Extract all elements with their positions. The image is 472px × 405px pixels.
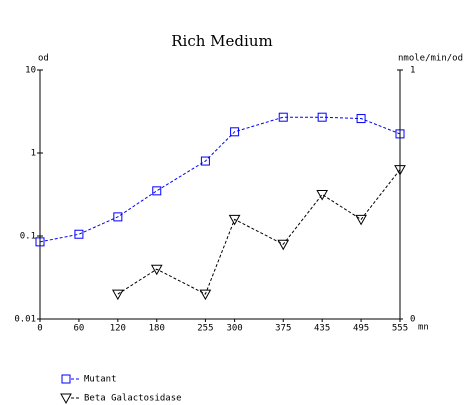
data-point [230, 127, 240, 137]
chart-title: Rich Medium [171, 32, 272, 50]
x-tick-label: 120 [110, 324, 126, 334]
y2-tick-label: 0 [410, 315, 415, 325]
data-point [111, 289, 124, 301]
y2-axis-label: nmole/min/od [398, 54, 463, 64]
data-point [228, 214, 241, 226]
data-point [74, 229, 84, 239]
y-tick-label: 0.01 [14, 315, 36, 325]
data-point [355, 214, 367, 226]
data-point [356, 114, 366, 124]
y-tick-label: 10 [25, 66, 36, 76]
legend-label: Mutant [84, 375, 117, 385]
x-tick-label: 180 [149, 324, 165, 334]
x-tick-label: 255 [197, 324, 213, 334]
x-tick-label: 555 [392, 324, 408, 334]
x-tick-label: 300 [226, 324, 242, 334]
x-tick-label: 435 [314, 324, 330, 334]
y-axis-label: od [38, 54, 49, 64]
y-tick-label: 1 [31, 149, 36, 159]
legend-marker [61, 374, 71, 384]
legend-marker [60, 393, 72, 405]
data-point [113, 212, 123, 222]
data-point [35, 237, 45, 247]
data-point [152, 186, 162, 196]
y-tick-label: 0.1 [20, 232, 36, 242]
data-point [200, 156, 210, 166]
data-point [277, 239, 290, 251]
data-point [316, 190, 329, 201]
x-tick-label: 495 [353, 324, 369, 334]
data-point [394, 165, 406, 176]
data-point [317, 112, 327, 122]
data-point [150, 264, 163, 276]
x-tick-label: 375 [275, 324, 291, 334]
x-tick-label: 0 [37, 324, 42, 334]
data-point [278, 112, 288, 122]
x-axis-label: mn [418, 323, 429, 333]
y2-tick-label: 1 [410, 66, 415, 76]
legend-label: Beta Galactosidase [84, 394, 182, 404]
data-point [199, 289, 212, 301]
series-line [117, 169, 401, 295]
x-tick-label: 60 [73, 324, 84, 334]
series-line [39, 116, 401, 243]
data-point [395, 129, 405, 139]
